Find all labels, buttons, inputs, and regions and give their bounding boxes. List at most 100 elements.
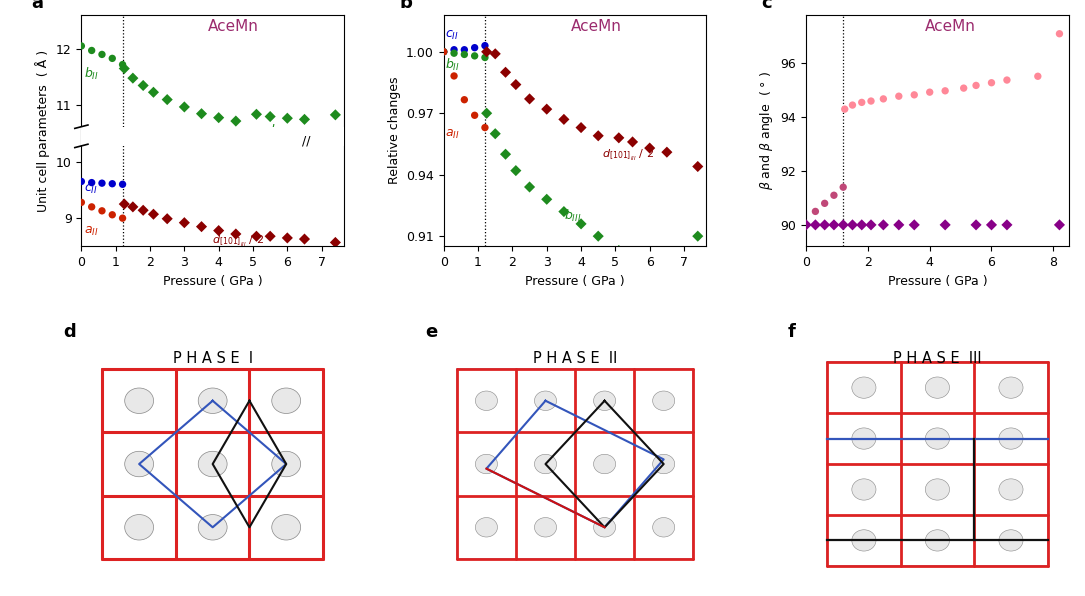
Point xyxy=(82,46,100,55)
Point xyxy=(589,231,607,241)
Point xyxy=(135,206,152,215)
Text: $b_{II}$: $b_{II}$ xyxy=(84,66,99,82)
Circle shape xyxy=(271,388,301,414)
Point xyxy=(103,54,120,63)
Point xyxy=(573,123,590,132)
Point xyxy=(114,60,131,69)
Circle shape xyxy=(926,479,949,500)
Point xyxy=(624,248,641,257)
X-axis label: Pressure ( GPa ): Pressure ( GPa ) xyxy=(888,275,987,288)
Point xyxy=(837,104,854,114)
Circle shape xyxy=(535,391,557,411)
Point xyxy=(826,220,843,229)
Point xyxy=(853,98,870,107)
Text: f: f xyxy=(788,322,795,341)
Point xyxy=(983,220,1000,229)
Point xyxy=(998,75,1016,85)
Point xyxy=(807,207,825,216)
Point xyxy=(465,51,483,61)
Point xyxy=(445,71,462,80)
Point xyxy=(114,179,131,189)
Point xyxy=(296,114,314,124)
Circle shape xyxy=(125,388,154,414)
Circle shape xyxy=(593,517,615,537)
Point xyxy=(435,47,452,57)
Point xyxy=(247,110,265,119)
Point xyxy=(279,113,296,123)
Point xyxy=(936,220,954,229)
Point xyxy=(114,213,131,223)
Point xyxy=(124,73,141,83)
Point xyxy=(327,238,344,247)
Circle shape xyxy=(593,391,615,411)
Point xyxy=(456,49,473,59)
Text: $a_{II}$: $a_{II}$ xyxy=(446,128,460,141)
Bar xyxy=(102,369,323,559)
Text: $c_{II}$: $c_{II}$ xyxy=(446,29,459,42)
Point xyxy=(659,252,676,262)
Bar xyxy=(457,369,693,559)
Point xyxy=(486,129,503,138)
Point xyxy=(193,109,210,119)
Point xyxy=(906,90,923,100)
Circle shape xyxy=(475,391,497,411)
Text: d: d xyxy=(63,322,76,341)
Point xyxy=(507,80,524,89)
Text: b: b xyxy=(399,0,412,12)
Circle shape xyxy=(852,377,876,398)
Text: P H A S E  III: P H A S E III xyxy=(893,350,982,365)
Point xyxy=(73,198,90,207)
Circle shape xyxy=(653,391,675,411)
Circle shape xyxy=(535,454,557,474)
Point xyxy=(834,220,852,229)
Point xyxy=(176,102,193,111)
Point xyxy=(465,110,483,120)
Text: $b_{III}$: $b_{III}$ xyxy=(564,207,582,224)
Point xyxy=(1030,72,1047,81)
Point xyxy=(863,220,880,229)
Text: $d_{[101]_{III}}$ / 2: $d_{[101]_{III}}$ / 2 xyxy=(602,147,654,162)
Text: e: e xyxy=(425,322,437,341)
Y-axis label: Relative changes: Relative changes xyxy=(387,77,400,184)
Circle shape xyxy=(852,530,876,551)
X-axis label: Pressure ( GPa ): Pressure ( GPa ) xyxy=(163,275,263,288)
Text: //: // xyxy=(302,135,310,148)
Point xyxy=(445,48,462,58)
Point xyxy=(210,226,228,235)
Point xyxy=(556,207,573,216)
Point xyxy=(296,234,314,244)
Text: a: a xyxy=(31,0,43,12)
Circle shape xyxy=(653,517,675,537)
Circle shape xyxy=(653,454,675,474)
Circle shape xyxy=(999,428,1023,449)
Point xyxy=(816,198,833,208)
Point xyxy=(261,112,279,122)
Circle shape xyxy=(999,377,1023,398)
Point xyxy=(998,220,1016,229)
Point xyxy=(227,116,244,126)
Point xyxy=(983,78,1000,88)
Point xyxy=(1050,29,1068,39)
Circle shape xyxy=(593,454,615,474)
Point xyxy=(82,178,100,187)
Point xyxy=(807,220,825,229)
Circle shape xyxy=(926,428,949,449)
Point xyxy=(247,231,265,241)
Point xyxy=(834,182,852,192)
Text: $a_{II}$: $a_{II}$ xyxy=(84,225,99,238)
Point xyxy=(476,41,494,51)
Point xyxy=(486,49,503,58)
Point xyxy=(497,67,514,77)
Point xyxy=(73,176,90,186)
Circle shape xyxy=(199,451,227,477)
Point xyxy=(659,147,676,157)
Circle shape xyxy=(475,454,497,474)
Point xyxy=(689,231,706,241)
Circle shape xyxy=(271,514,301,540)
Point xyxy=(610,246,627,255)
X-axis label: Pressure ( GPa ): Pressure ( GPa ) xyxy=(525,275,625,288)
Point xyxy=(906,220,923,229)
Point xyxy=(445,45,462,54)
Y-axis label: $\beta$ and $\beta$ angle  ( ° ): $\beta$ and $\beta$ angle ( ° ) xyxy=(758,71,775,190)
Point xyxy=(538,194,556,204)
